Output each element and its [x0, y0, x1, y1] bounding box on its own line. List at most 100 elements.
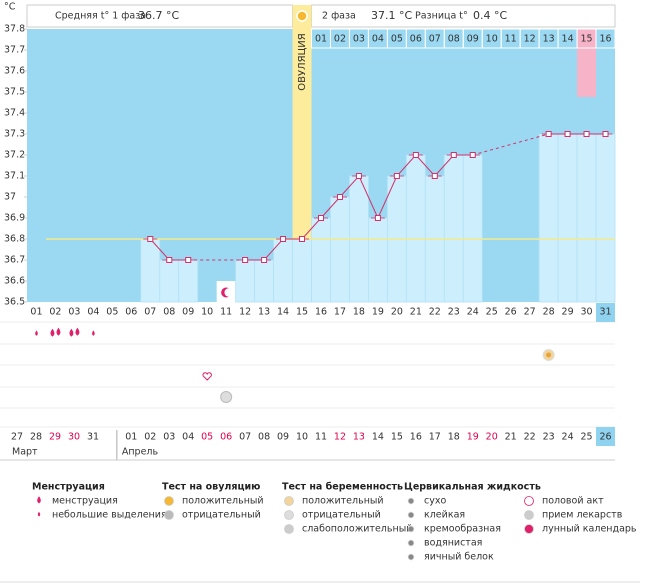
ovulation-label: ОВУЛЯЦИЯ [297, 33, 308, 91]
legend-icon [407, 539, 415, 547]
point [564, 131, 571, 137]
legend-icon [284, 510, 294, 520]
y-tick-label: 37.4 [4, 108, 25, 119]
legend-icon [284, 496, 294, 506]
legend-icon [407, 511, 415, 519]
legend-item: клейкая [424, 510, 465, 521]
menstruation-icon [35, 330, 38, 336]
bar [538, 133, 559, 303]
date-label: 28 [30, 432, 42, 443]
bar [311, 217, 331, 303]
bar [273, 238, 293, 303]
menstruation-icon [75, 327, 80, 336]
header-text: 36.7 °C [138, 9, 179, 22]
x-tick-label: 14 [277, 307, 289, 318]
legend-item: сухо [424, 496, 446, 507]
bar [595, 133, 616, 303]
date-label: 19 [467, 432, 479, 443]
legend-title: Тест на беременность [282, 482, 403, 493]
legend-title: Менструация [32, 482, 105, 493]
phase2-day-label: 06 [410, 34, 422, 45]
point [431, 173, 438, 179]
point [261, 257, 268, 263]
x-tick-label: 01 [30, 307, 42, 318]
point [374, 215, 381, 221]
date-label: 05 [201, 432, 213, 443]
legend-item: яичный белок [424, 552, 494, 563]
x-tick-label: 17 [334, 307, 346, 318]
phase2-day-label: 07 [429, 34, 441, 45]
x-tick-label: 31 [599, 307, 611, 318]
legend-item: небольшие выделения [52, 510, 167, 521]
y-tick-label: 37.6 [4, 66, 25, 77]
gap-connector [472, 133, 549, 156]
today-date-cell [596, 427, 615, 446]
date-label: 11 [315, 432, 327, 443]
date-label: 29 [49, 432, 61, 443]
phase2-day-label: 04 [372, 34, 384, 45]
phase2-day-label: 10 [486, 34, 498, 45]
phase2-day-label: 14 [562, 34, 574, 45]
x-tick-label: 09 [182, 307, 194, 318]
phase2-day-label: 13 [543, 34, 555, 45]
date-label: 18 [448, 432, 460, 443]
date-label: 23 [543, 432, 555, 443]
point [185, 257, 192, 263]
y-tick-label: 37.1 [4, 171, 25, 182]
x-tick-label: 25 [486, 307, 498, 318]
date-label: 22 [524, 432, 536, 443]
x-tick-label: 06 [125, 307, 137, 318]
menstruation-icon [50, 328, 55, 337]
date-label: 04 [182, 432, 194, 443]
phase2-day-label: 03 [353, 34, 365, 45]
bar [576, 133, 597, 303]
x-tick-label: 16 [315, 307, 327, 318]
medication-icon [220, 391, 233, 403]
x-tick-label: 08 [163, 307, 175, 318]
x-tick-label: 19 [372, 307, 384, 318]
legend-icon [407, 525, 415, 533]
y-tick-label: 37 [4, 192, 16, 203]
phase2-day-label: 02 [334, 34, 346, 45]
x-tick-label: 20 [391, 307, 403, 318]
point [299, 236, 306, 242]
y-tick-label: 36.5 [4, 297, 25, 308]
bar [330, 196, 350, 303]
point [166, 257, 173, 263]
x-tick-label: 28 [543, 307, 555, 318]
x-tick-label: 04 [87, 307, 99, 318]
bar [405, 154, 426, 303]
x-tick-label: 23 [448, 307, 460, 318]
y-tick-label: 37.3 [4, 129, 25, 140]
x-tick-label: 12 [239, 307, 251, 318]
date-label: 12 [334, 432, 346, 443]
header-text: 0.4 °C [473, 9, 507, 22]
phase2-day-label: 15 [581, 34, 593, 45]
bar [443, 154, 464, 303]
date-label: 09 [277, 432, 289, 443]
legend-item: отрицательный [302, 510, 381, 521]
date-label: 03 [163, 432, 175, 443]
date-label: 15 [391, 432, 403, 443]
menstruation-icon [56, 327, 61, 336]
phase2-day-label: 11 [505, 34, 517, 45]
point [412, 152, 419, 158]
y-axis-label: °C [4, 2, 16, 13]
legend-icon [284, 524, 294, 534]
highlight-band [577, 29, 597, 97]
legend-icon [407, 497, 415, 505]
x-tick-label: 11 [220, 307, 232, 318]
legend-icon [524, 496, 534, 506]
bar [254, 259, 274, 303]
legend-icon [164, 496, 174, 506]
phase2-cell [595, 28, 616, 49]
date-label: 26 [599, 432, 611, 443]
legend-icon [407, 553, 415, 561]
date-label: 08 [258, 432, 270, 443]
date-label: 27 [11, 432, 23, 443]
month-label: Апрель [122, 447, 159, 458]
date-label: 10 [296, 432, 308, 443]
header-text: 2 фаза [322, 11, 356, 22]
header-text: 37.1 °C [371, 9, 412, 22]
